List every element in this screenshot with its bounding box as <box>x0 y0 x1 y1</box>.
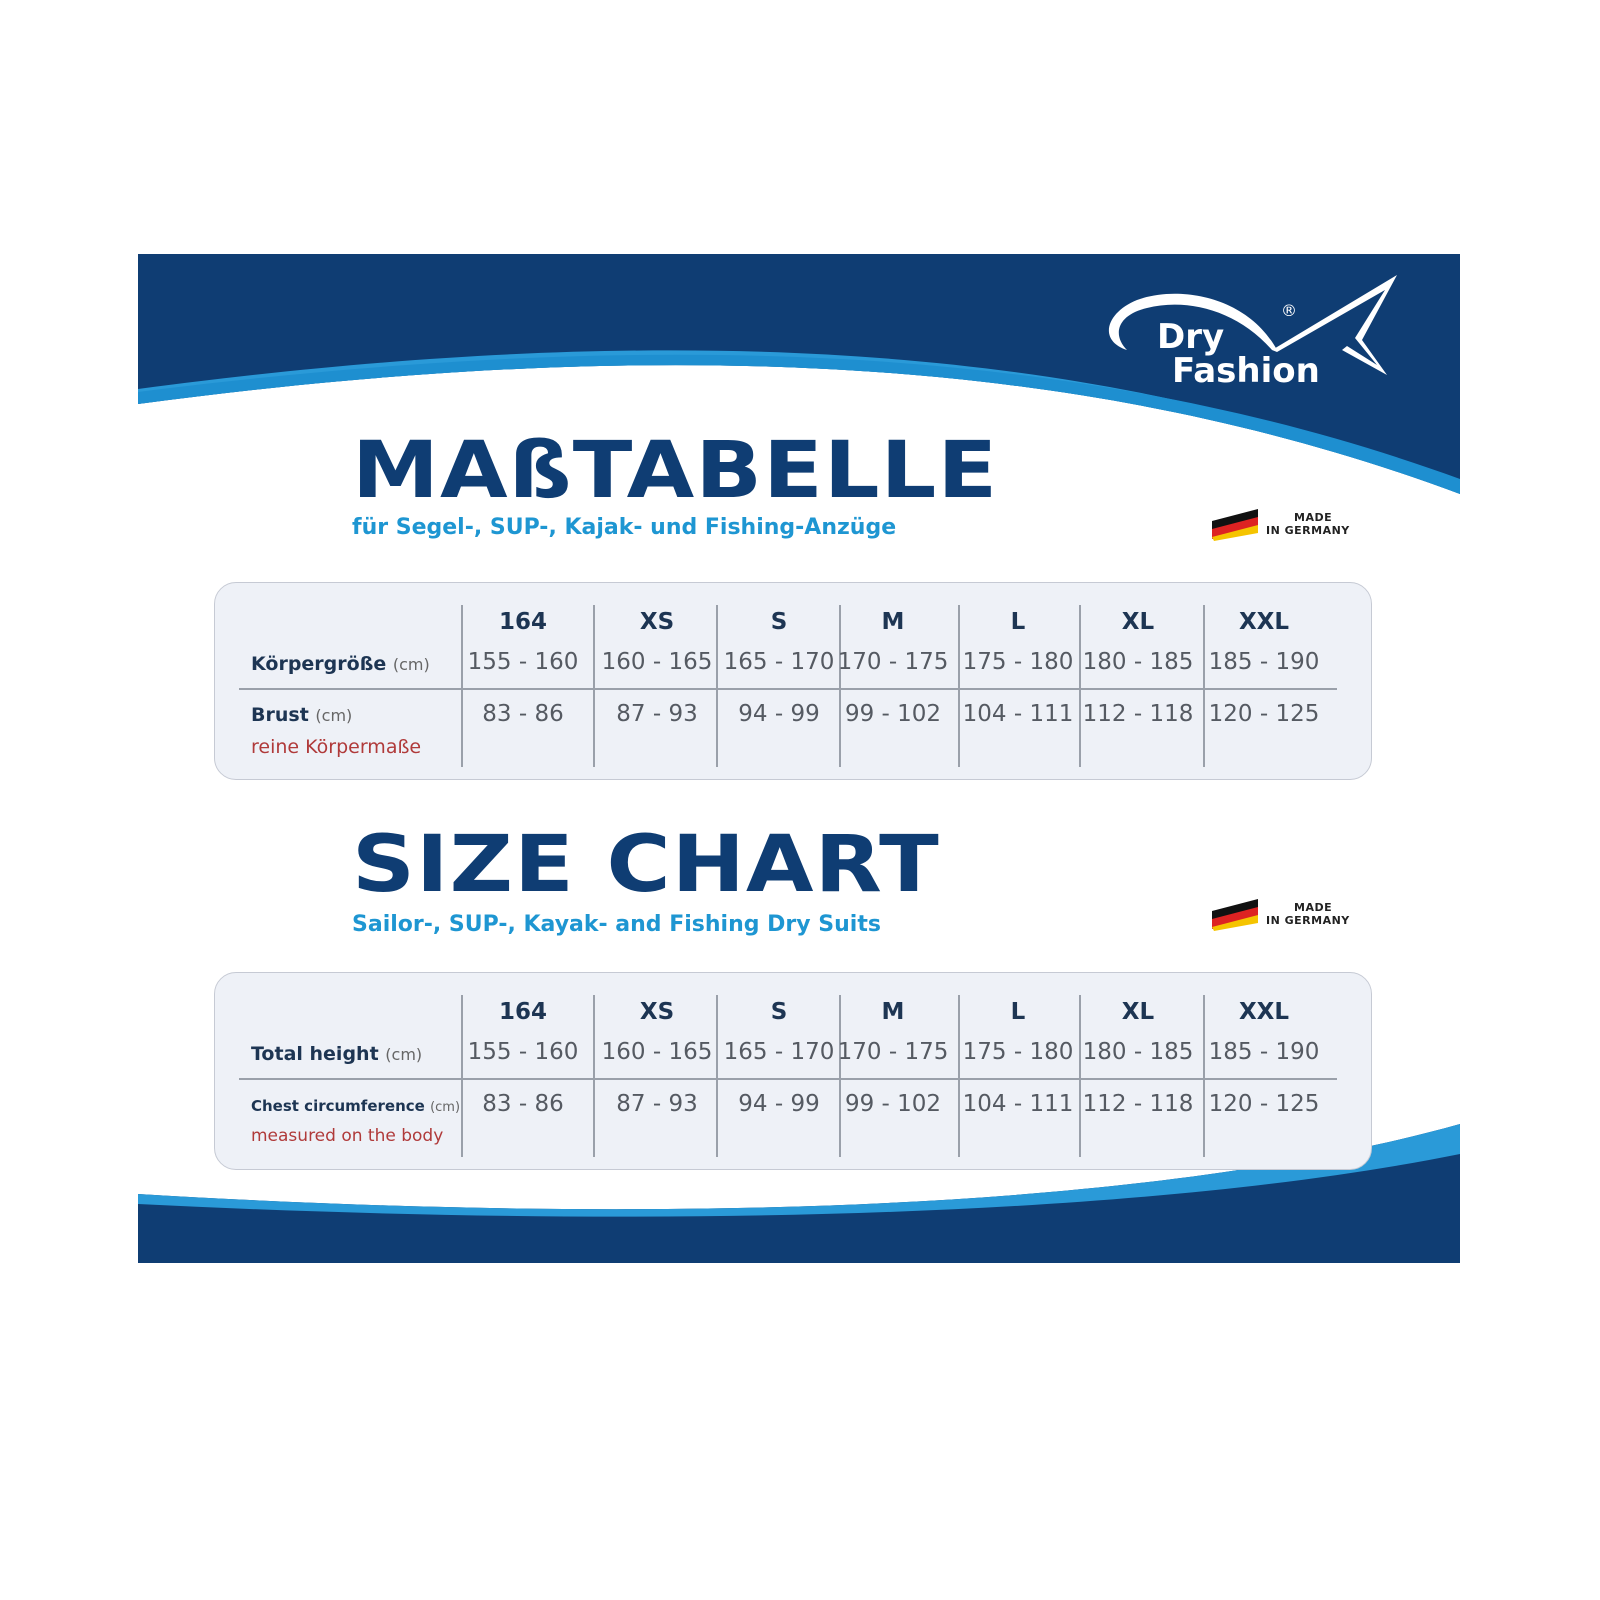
size-header: XXL <box>1238 609 1290 635</box>
size-header: XS <box>639 609 675 635</box>
row-label-height: Total height (cm) <box>251 1043 422 1065</box>
column-divider <box>1079 605 1081 767</box>
column-divider <box>716 995 718 1157</box>
size-header: XXL <box>1238 999 1290 1025</box>
chest-value: 112 - 118 <box>1082 701 1194 727</box>
height-value: 170 - 175 <box>837 1039 949 1065</box>
chest-value: 99 - 102 <box>844 701 942 727</box>
size-header: M <box>881 999 905 1025</box>
chest-value: 112 - 118 <box>1082 1091 1194 1117</box>
measurement-note: measured on the body <box>251 1126 444 1146</box>
column-divider <box>716 605 718 767</box>
fish-logo-icon: Dry Fashion ® <box>1108 275 1397 391</box>
size-table-de: 164 155 - 160 83 - 86 XS 160 - 165 87 - 93 S 16… <box>214 582 1372 780</box>
column-divider <box>1203 995 1205 1157</box>
height-value: 155 - 160 <box>467 649 579 675</box>
row-label-chest: Brust (cm) <box>251 704 352 726</box>
height-value: 185 - 190 <box>1208 1039 1320 1065</box>
row-label-chest: Chest circumference (cm) <box>251 1097 460 1115</box>
chest-value: 94 - 99 <box>738 1091 820 1117</box>
size-header: M <box>881 609 905 635</box>
height-value: 170 - 175 <box>837 649 949 675</box>
german-flag-icon <box>1212 509 1258 541</box>
unit-label: (cm) <box>392 655 430 674</box>
chest-value: 104 - 111 <box>962 1091 1074 1117</box>
column-divider <box>593 995 595 1157</box>
chest-value: 120 - 125 <box>1208 1091 1320 1117</box>
made-in-germany-badge: MADE IN GERMANY <box>1210 897 1350 931</box>
size-header: S <box>770 999 788 1025</box>
height-value: 160 - 165 <box>601 649 713 675</box>
chest-value: 83 - 86 <box>482 1091 564 1117</box>
chest-label: Chest circumference <box>251 1097 425 1115</box>
row-label-height: Körpergröße (cm) <box>251 653 430 675</box>
column-divider <box>1203 605 1205 767</box>
brand-name-line2: Fashion <box>1172 351 1320 390</box>
chest-value: 120 - 125 <box>1208 701 1320 727</box>
chest-value: 87 - 93 <box>616 701 698 727</box>
chest-value: 94 - 99 <box>738 701 820 727</box>
chest-value: 83 - 86 <box>482 701 564 727</box>
made-label: MADE <box>1294 901 1333 914</box>
height-label: Total height <box>251 1043 379 1065</box>
in-germany-label: IN GERMANY <box>1266 914 1350 927</box>
column-divider <box>958 995 960 1157</box>
size-header: L <box>1010 609 1026 635</box>
brand-name-line1: Dry <box>1157 317 1224 357</box>
chest-value: 104 - 111 <box>962 701 1074 727</box>
height-value: 175 - 180 <box>962 649 1074 675</box>
size-header: S <box>770 609 788 635</box>
column-divider <box>461 605 463 767</box>
size-table-en: 164 155 - 160 83 - 86 XS 160 - 165 87 - 93 S 16… <box>214 972 1372 1170</box>
column-divider <box>593 605 595 767</box>
column-divider <box>839 605 841 767</box>
column-divider <box>958 605 960 767</box>
height-label: Körpergröße <box>251 653 387 675</box>
height-value: 165 - 170 <box>723 1039 835 1065</box>
height-value: 155 - 160 <box>467 1039 579 1065</box>
section-subtitle-en: Sailor-, SUP-, Kayak- and Fishing Dry Su… <box>352 912 881 937</box>
unit-label: (cm) <box>315 706 353 725</box>
unit-label: (cm) <box>385 1045 423 1064</box>
size-header: L <box>1010 999 1026 1025</box>
made-in-germany-badge: MADE IN GERMANY <box>1210 507 1350 541</box>
height-value: 185 - 190 <box>1208 649 1320 675</box>
size-header: 164 <box>498 609 548 635</box>
column-divider <box>461 995 463 1157</box>
measurement-note: reine Körpermaße <box>251 736 422 758</box>
german-flag-icon <box>1212 899 1258 931</box>
chest-label: Brust <box>251 704 309 726</box>
column-divider <box>839 995 841 1157</box>
size-header: 164 <box>498 999 548 1025</box>
height-value: 180 - 185 <box>1082 1039 1194 1065</box>
size-header: XS <box>639 999 675 1025</box>
size-header: XL <box>1121 609 1155 635</box>
registered-mark: ® <box>1281 301 1297 320</box>
section-subtitle-de: für Segel-, SUP-, Kajak- und Fishing-Anz… <box>352 515 897 540</box>
unit-label: (cm) <box>430 1100 461 1115</box>
chest-value: 99 - 102 <box>844 1091 942 1117</box>
section-title-en: SIZE CHART <box>352 820 940 910</box>
section-title-de: MAßTABELLE <box>352 426 999 516</box>
height-value: 160 - 165 <box>601 1039 713 1065</box>
in-germany-label: IN GERMANY <box>1266 524 1350 537</box>
made-label: MADE <box>1294 511 1333 524</box>
dry-fashion-logo: Dry Fashion ® <box>1097 270 1407 394</box>
size-header: XL <box>1121 999 1155 1025</box>
chest-value: 87 - 93 <box>616 1091 698 1117</box>
column-divider <box>1079 995 1081 1157</box>
height-value: 175 - 180 <box>962 1039 1074 1065</box>
height-value: 180 - 185 <box>1082 649 1194 675</box>
height-value: 165 - 170 <box>723 649 835 675</box>
row-divider <box>239 688 1337 690</box>
row-divider <box>239 1078 1337 1080</box>
